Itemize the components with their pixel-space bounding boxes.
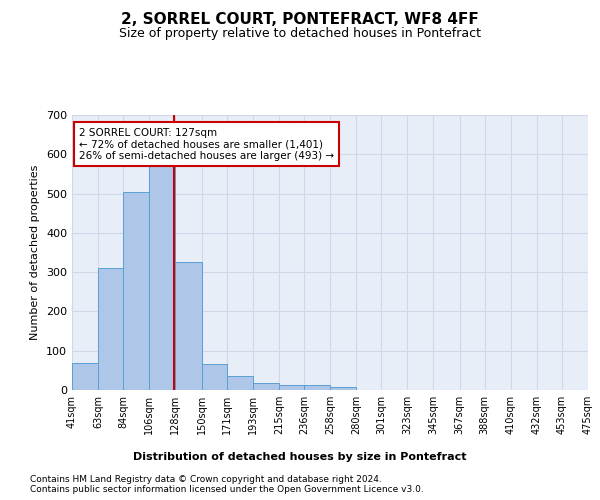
Text: 2, SORREL COURT, PONTEFRACT, WF8 4FF: 2, SORREL COURT, PONTEFRACT, WF8 4FF [121,12,479,28]
Bar [175,262,202,390]
Bar [123,192,149,390]
Bar [72,362,98,390]
Text: 2 SORREL COURT: 127sqm
← 72% of detached houses are smaller (1,401)
26% of semi-: 2 SORREL COURT: 127sqm ← 72% of detached… [79,128,334,161]
Y-axis label: Number of detached properties: Number of detached properties [31,165,40,340]
Bar [279,386,304,390]
Text: Size of property relative to detached houses in Pontefract: Size of property relative to detached ho… [119,28,481,40]
Bar [202,364,227,390]
Text: Contains public sector information licensed under the Open Government Licence v3: Contains public sector information licen… [30,486,424,494]
Bar [304,386,330,390]
Bar [149,164,175,390]
Bar [98,268,123,390]
Bar [330,387,356,390]
Text: Distribution of detached houses by size in Pontefract: Distribution of detached houses by size … [133,452,467,462]
Text: Contains HM Land Registry data © Crown copyright and database right 2024.: Contains HM Land Registry data © Crown c… [30,476,382,484]
Bar [227,376,253,390]
Bar [253,383,279,390]
